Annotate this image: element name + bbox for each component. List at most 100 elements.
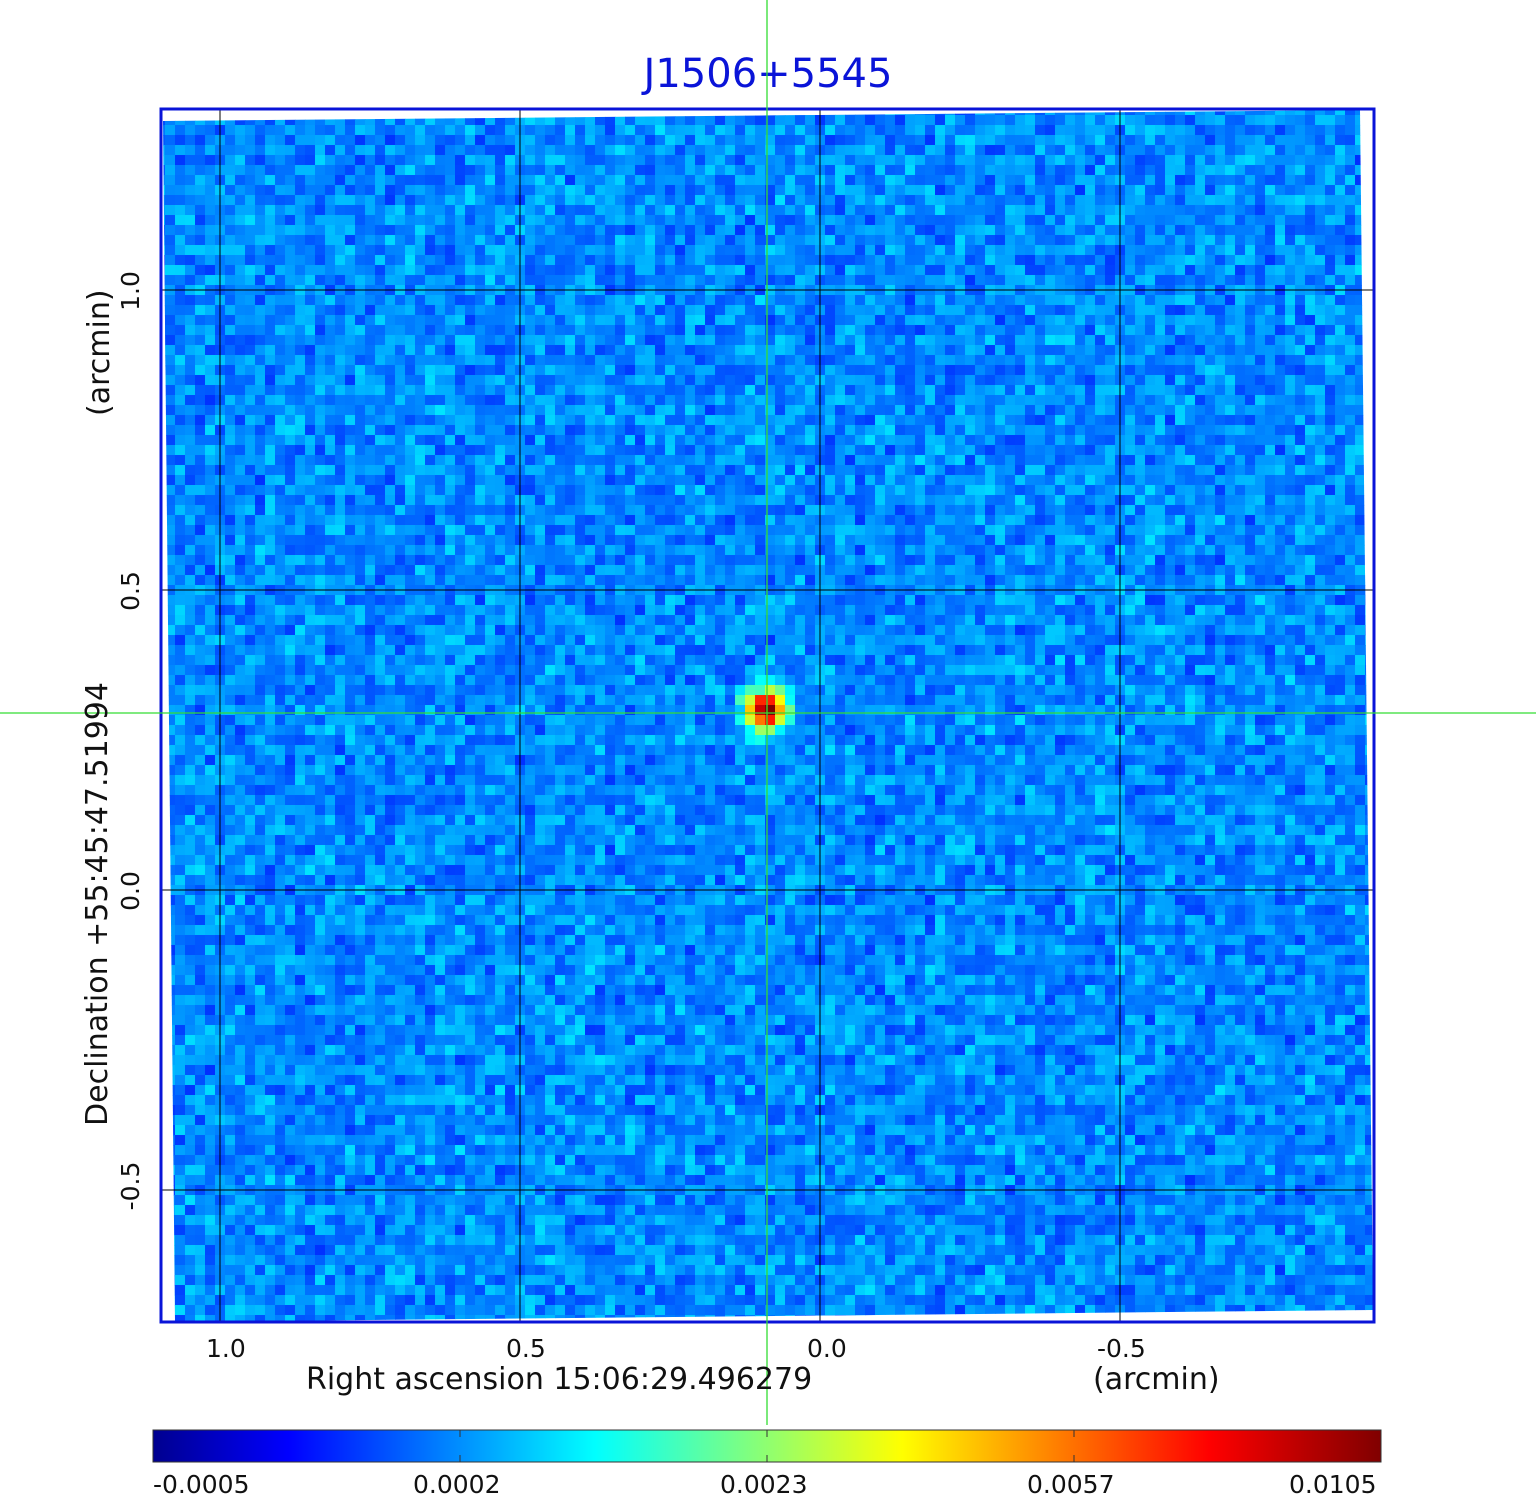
- map-pixel: [1055, 385, 1066, 396]
- map-pixel: [245, 465, 256, 476]
- map-pixel: [425, 455, 436, 466]
- map-pixel: [485, 175, 496, 186]
- map-pixel: [285, 485, 296, 496]
- map-pixel: [185, 505, 196, 516]
- map-pixel: [185, 335, 196, 346]
- map-pixel: [1295, 195, 1306, 206]
- map-pixel: [375, 185, 386, 196]
- map-pixel: [745, 435, 756, 446]
- map-pixel: [985, 165, 996, 176]
- map-pixel: [685, 315, 696, 326]
- map-pixel: [345, 465, 356, 476]
- map-pixel: [1045, 225, 1056, 236]
- map-pixel: [475, 265, 486, 276]
- map-pixel: [165, 305, 176, 316]
- map-pixel: [1015, 465, 1026, 476]
- map-pixel: [365, 215, 376, 226]
- map-pixel: [1265, 465, 1276, 476]
- map-pixel: [505, 215, 516, 226]
- map-pixel: [935, 265, 946, 276]
- map-pixel: [185, 445, 196, 456]
- map-pixel: [835, 275, 846, 286]
- map-pixel: [1065, 195, 1076, 206]
- map-pixel: [1105, 275, 1116, 286]
- map-pixel: [1165, 245, 1176, 256]
- map-pixel: [945, 365, 956, 376]
- map-pixel: [1195, 495, 1206, 506]
- map-pixel: [825, 505, 836, 516]
- map-pixel: [395, 495, 406, 506]
- map-pixel: [915, 215, 926, 226]
- map-pixel: [175, 175, 186, 186]
- map-pixel: [535, 445, 546, 456]
- map-pixel: [415, 365, 426, 376]
- map-pixel: [485, 265, 496, 276]
- map-pixel: [1155, 185, 1166, 196]
- map-pixel: [325, 275, 336, 286]
- map-pixel: [1315, 265, 1326, 276]
- map-pixel: [455, 505, 466, 516]
- map-pixel: [175, 435, 186, 446]
- map-pixel: [1025, 385, 1036, 396]
- map-pixel: [1175, 115, 1186, 126]
- map-pixel: [385, 255, 396, 266]
- map-pixel: [1355, 115, 1366, 126]
- map-pixel: [1325, 135, 1336, 146]
- map-pixel: [355, 295, 366, 306]
- map-pixel: [205, 405, 216, 416]
- map-pixel: [605, 275, 616, 286]
- map-pixel: [855, 155, 866, 166]
- map-pixel: [375, 315, 386, 326]
- map-pixel: [1235, 255, 1246, 266]
- map-pixel: [655, 385, 666, 396]
- map-pixel: [445, 135, 456, 146]
- map-pixel: [885, 375, 896, 386]
- map-pixel: [975, 185, 986, 196]
- map-pixel: [295, 145, 306, 156]
- map-pixel: [915, 205, 926, 216]
- map-pixel: [565, 225, 576, 236]
- map-pixel: [1325, 295, 1336, 306]
- map-pixel: [1335, 355, 1346, 366]
- map-pixel: [825, 205, 836, 216]
- map-pixel: [1065, 275, 1076, 286]
- map-pixel: [925, 425, 936, 436]
- map-pixel: [1375, 365, 1386, 376]
- map-pixel: [1195, 365, 1206, 376]
- map-pixel: [625, 305, 636, 316]
- map-pixel: [1275, 495, 1286, 506]
- map-pixel: [305, 395, 316, 406]
- map-pixel: [995, 125, 1006, 136]
- map-pixel: [785, 505, 796, 516]
- map-pixel: [1295, 225, 1306, 236]
- map-pixel: [1295, 185, 1306, 196]
- map-pixel: [505, 205, 516, 216]
- map-pixel: [645, 115, 656, 126]
- map-pixel: [845, 335, 856, 346]
- map-pixel: [555, 315, 566, 326]
- map-pixel: [635, 485, 646, 496]
- map-pixel: [935, 145, 946, 156]
- map-pixel: [1155, 475, 1166, 486]
- map-pixel: [1055, 315, 1066, 326]
- map-pixel: [1205, 425, 1216, 436]
- map-pixel: [505, 335, 516, 346]
- map-pixel: [545, 295, 556, 306]
- map-pixel: [1255, 485, 1266, 496]
- map-pixel: [495, 475, 506, 486]
- map-pixel: [975, 205, 986, 216]
- map-pixel: [1285, 255, 1296, 266]
- map-pixel: [1325, 355, 1336, 366]
- map-pixel: [285, 215, 296, 226]
- map-pixel: [975, 455, 986, 466]
- map-pixel: [655, 235, 666, 246]
- map-pixel: [1255, 255, 1266, 266]
- map-pixel: [495, 135, 506, 146]
- map-pixel: [1345, 315, 1356, 326]
- map-pixel: [555, 155, 566, 166]
- map-pixel: [1055, 235, 1066, 246]
- map-pixel: [245, 265, 256, 276]
- map-pixel: [965, 315, 976, 326]
- map-pixel: [975, 245, 986, 256]
- map-pixel: [1245, 155, 1256, 166]
